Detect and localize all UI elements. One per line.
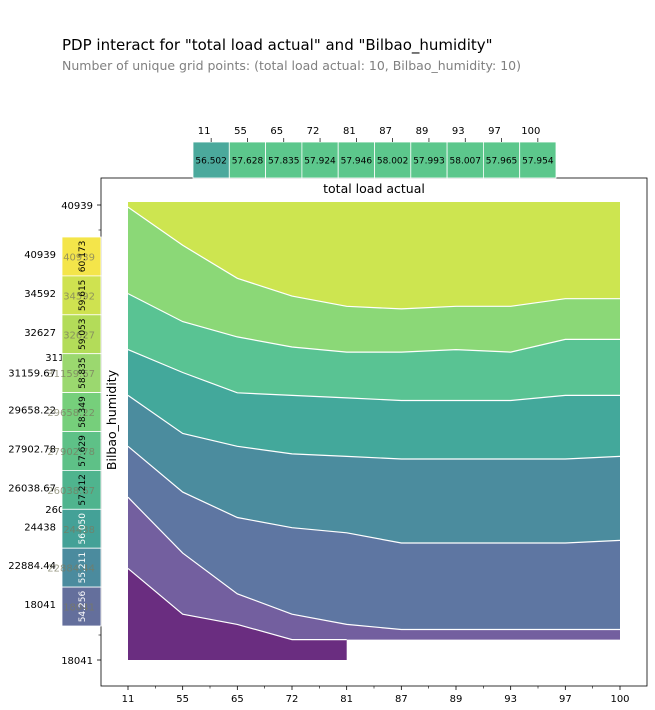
top-strip-cell xyxy=(228,141,267,179)
left-strip-value: 59.053 xyxy=(78,319,88,351)
top-strip-value: 57.946 xyxy=(341,157,373,167)
left-strip-cell xyxy=(61,431,102,471)
left-strip-overlay-label: 27902.78 xyxy=(47,447,95,458)
contour-lines xyxy=(127,206,621,641)
contour-line xyxy=(127,349,620,402)
left-strip-overlay-label: 24438 xyxy=(63,525,95,536)
top-strip-cell xyxy=(301,141,339,179)
top-strip-cell xyxy=(374,141,412,179)
left-strip-label: 34592 xyxy=(24,289,56,300)
x-tick-label: 11 xyxy=(122,694,135,705)
contour-line xyxy=(127,496,620,631)
top-strip-label: 97 xyxy=(488,126,501,137)
left-strip-value: 59.615 xyxy=(78,280,88,312)
x-tick-label: 89 xyxy=(450,694,463,705)
left-strip-value: 57.629 xyxy=(78,435,88,467)
left-strip-label: 26038.67 xyxy=(8,483,56,494)
left-strip-value: 55.211 xyxy=(78,552,88,584)
contour-band xyxy=(128,349,620,459)
left-marginal-strip: 4093960.173409393459259.615345923262759.… xyxy=(8,236,102,627)
top-strip-value: 57.965 xyxy=(486,157,518,167)
left-strip-cell xyxy=(61,314,102,355)
chart-subtitle: Number of unique grid points: (total loa… xyxy=(62,58,521,73)
y-tick-label: 18041 xyxy=(61,656,93,667)
left-strip-cell xyxy=(61,586,102,627)
x-tick-label: 87 xyxy=(395,694,408,705)
left-strip-label: 18041 xyxy=(24,600,56,611)
contour-line xyxy=(127,293,620,353)
top-strip-value: 58.007 xyxy=(450,157,482,167)
top-strip-label: 81 xyxy=(343,126,356,137)
top-strip-label: 93 xyxy=(452,126,465,137)
top-strip-cell xyxy=(192,141,230,179)
contour-band xyxy=(128,395,620,543)
left-strip-value: 60.173 xyxy=(78,241,88,273)
left-strip-value: 57.212 xyxy=(78,474,88,506)
left-strip-label: 24438 xyxy=(24,522,56,533)
x-axis-title: total load actual xyxy=(323,181,425,196)
top-strip-label: 89 xyxy=(416,126,429,137)
left-strip-overlay-label: 18041 xyxy=(63,603,95,614)
top-strip-value: 57.993 xyxy=(413,157,445,167)
top-strip-label: 11 xyxy=(198,126,211,137)
top-strip-label: 87 xyxy=(379,126,392,137)
top-strip-value: 57.628 xyxy=(232,157,264,167)
contour-band xyxy=(128,293,620,401)
top-strip-label: 100 xyxy=(521,126,540,137)
x-tick-label: 97 xyxy=(559,694,572,705)
top-strip-value: 58.002 xyxy=(377,157,409,167)
left-strip-value: 58.349 xyxy=(78,396,88,428)
contour-line xyxy=(127,567,347,641)
left-strip-label: 40939 xyxy=(24,250,56,261)
contour-band xyxy=(128,207,620,353)
top-strip-value: 57.835 xyxy=(268,157,300,167)
left-strip-label: 31159.67 xyxy=(8,369,56,380)
left-strip-overlay-label: 32627 xyxy=(63,330,95,341)
left-strip-cell xyxy=(61,392,102,432)
top-strip-label: 72 xyxy=(307,126,320,137)
x-tick-label: 65 xyxy=(231,694,244,705)
left-strip-overlay-label: 40939 xyxy=(63,252,95,263)
left-strip-label: 22884.44 xyxy=(8,561,56,572)
left-strip-overlay-label: 29658.22 xyxy=(47,408,95,419)
top-marginal-strip: 56.502 11 57.628 55 57.835 65 57.924 72 57.946 81… xyxy=(192,126,557,179)
left-strip-value: 56.050 xyxy=(78,513,88,545)
left-strip-label: 32627 xyxy=(24,328,56,339)
x-tick-label: 93 xyxy=(504,694,517,705)
top-strip-value: 56.502 xyxy=(195,157,227,167)
left-strip-cell xyxy=(61,547,102,588)
top-strip-value: 57.954 xyxy=(522,157,554,167)
top-strip-cell xyxy=(446,141,484,179)
contour-line xyxy=(127,394,621,460)
y-tick-label: 40939 xyxy=(61,201,93,212)
left-strip-overlay-label: 34592 xyxy=(63,291,95,302)
top-strip-label: 55 xyxy=(234,126,247,137)
top-strip-cell xyxy=(519,141,557,179)
top-strip-cell xyxy=(265,141,303,179)
x-tick-label: 81 xyxy=(340,694,353,705)
left-strip-overlay-label: 31159.67 xyxy=(47,369,95,380)
contour-band xyxy=(128,568,620,660)
left-strip-overlay-label: 22884.44 xyxy=(47,564,95,575)
chart-title: PDP interact for "total load actual" and… xyxy=(62,36,493,54)
left-strip-overlay-label: 26038.67 xyxy=(47,486,95,497)
top-strip-value: 57.924 xyxy=(304,157,336,167)
contour-line xyxy=(127,445,621,544)
left-strip-value: 58.835 xyxy=(78,357,88,389)
contour-line xyxy=(127,206,620,310)
left-strip-cell xyxy=(61,275,102,316)
x-tick-label: 55 xyxy=(176,694,189,705)
x-tick-label: 72 xyxy=(286,694,299,705)
contour-bands xyxy=(128,202,620,660)
contour-band xyxy=(128,497,620,640)
top-strip-label: 65 xyxy=(270,126,283,137)
x-tick-label: 100 xyxy=(610,694,629,705)
left-strip-value: 54.256 xyxy=(78,591,88,623)
left-strip-label: 29658.22 xyxy=(8,406,56,417)
y-axis-title: Bilbao_humidity xyxy=(104,369,119,470)
left-strip-label: 27902.78 xyxy=(8,445,56,456)
